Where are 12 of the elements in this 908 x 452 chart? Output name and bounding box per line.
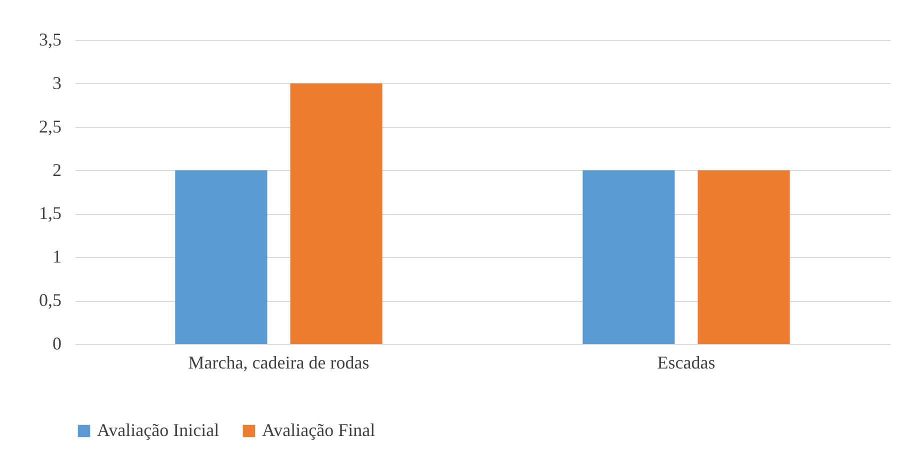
y-tick-label: 3 [52, 72, 62, 93]
y-tick-label: 0 [52, 334, 62, 354]
legend-label: Avaliação Inicial [97, 420, 220, 440]
y-tick-label: 1,5 [39, 203, 62, 224]
y-tick-label: 2,5 [39, 116, 62, 136]
legend-label: Avaliação Final [262, 420, 376, 440]
x-tick-label: Marcha, cadeira de rodas [188, 352, 370, 372]
y-tick-label: 1 [52, 246, 62, 267]
x-tick-label: Escadas [657, 352, 716, 372]
y-tick-label: 0,5 [39, 290, 62, 310]
y-tick-label: 3,5 [39, 30, 62, 50]
y-tick-label: 2 [52, 160, 62, 180]
